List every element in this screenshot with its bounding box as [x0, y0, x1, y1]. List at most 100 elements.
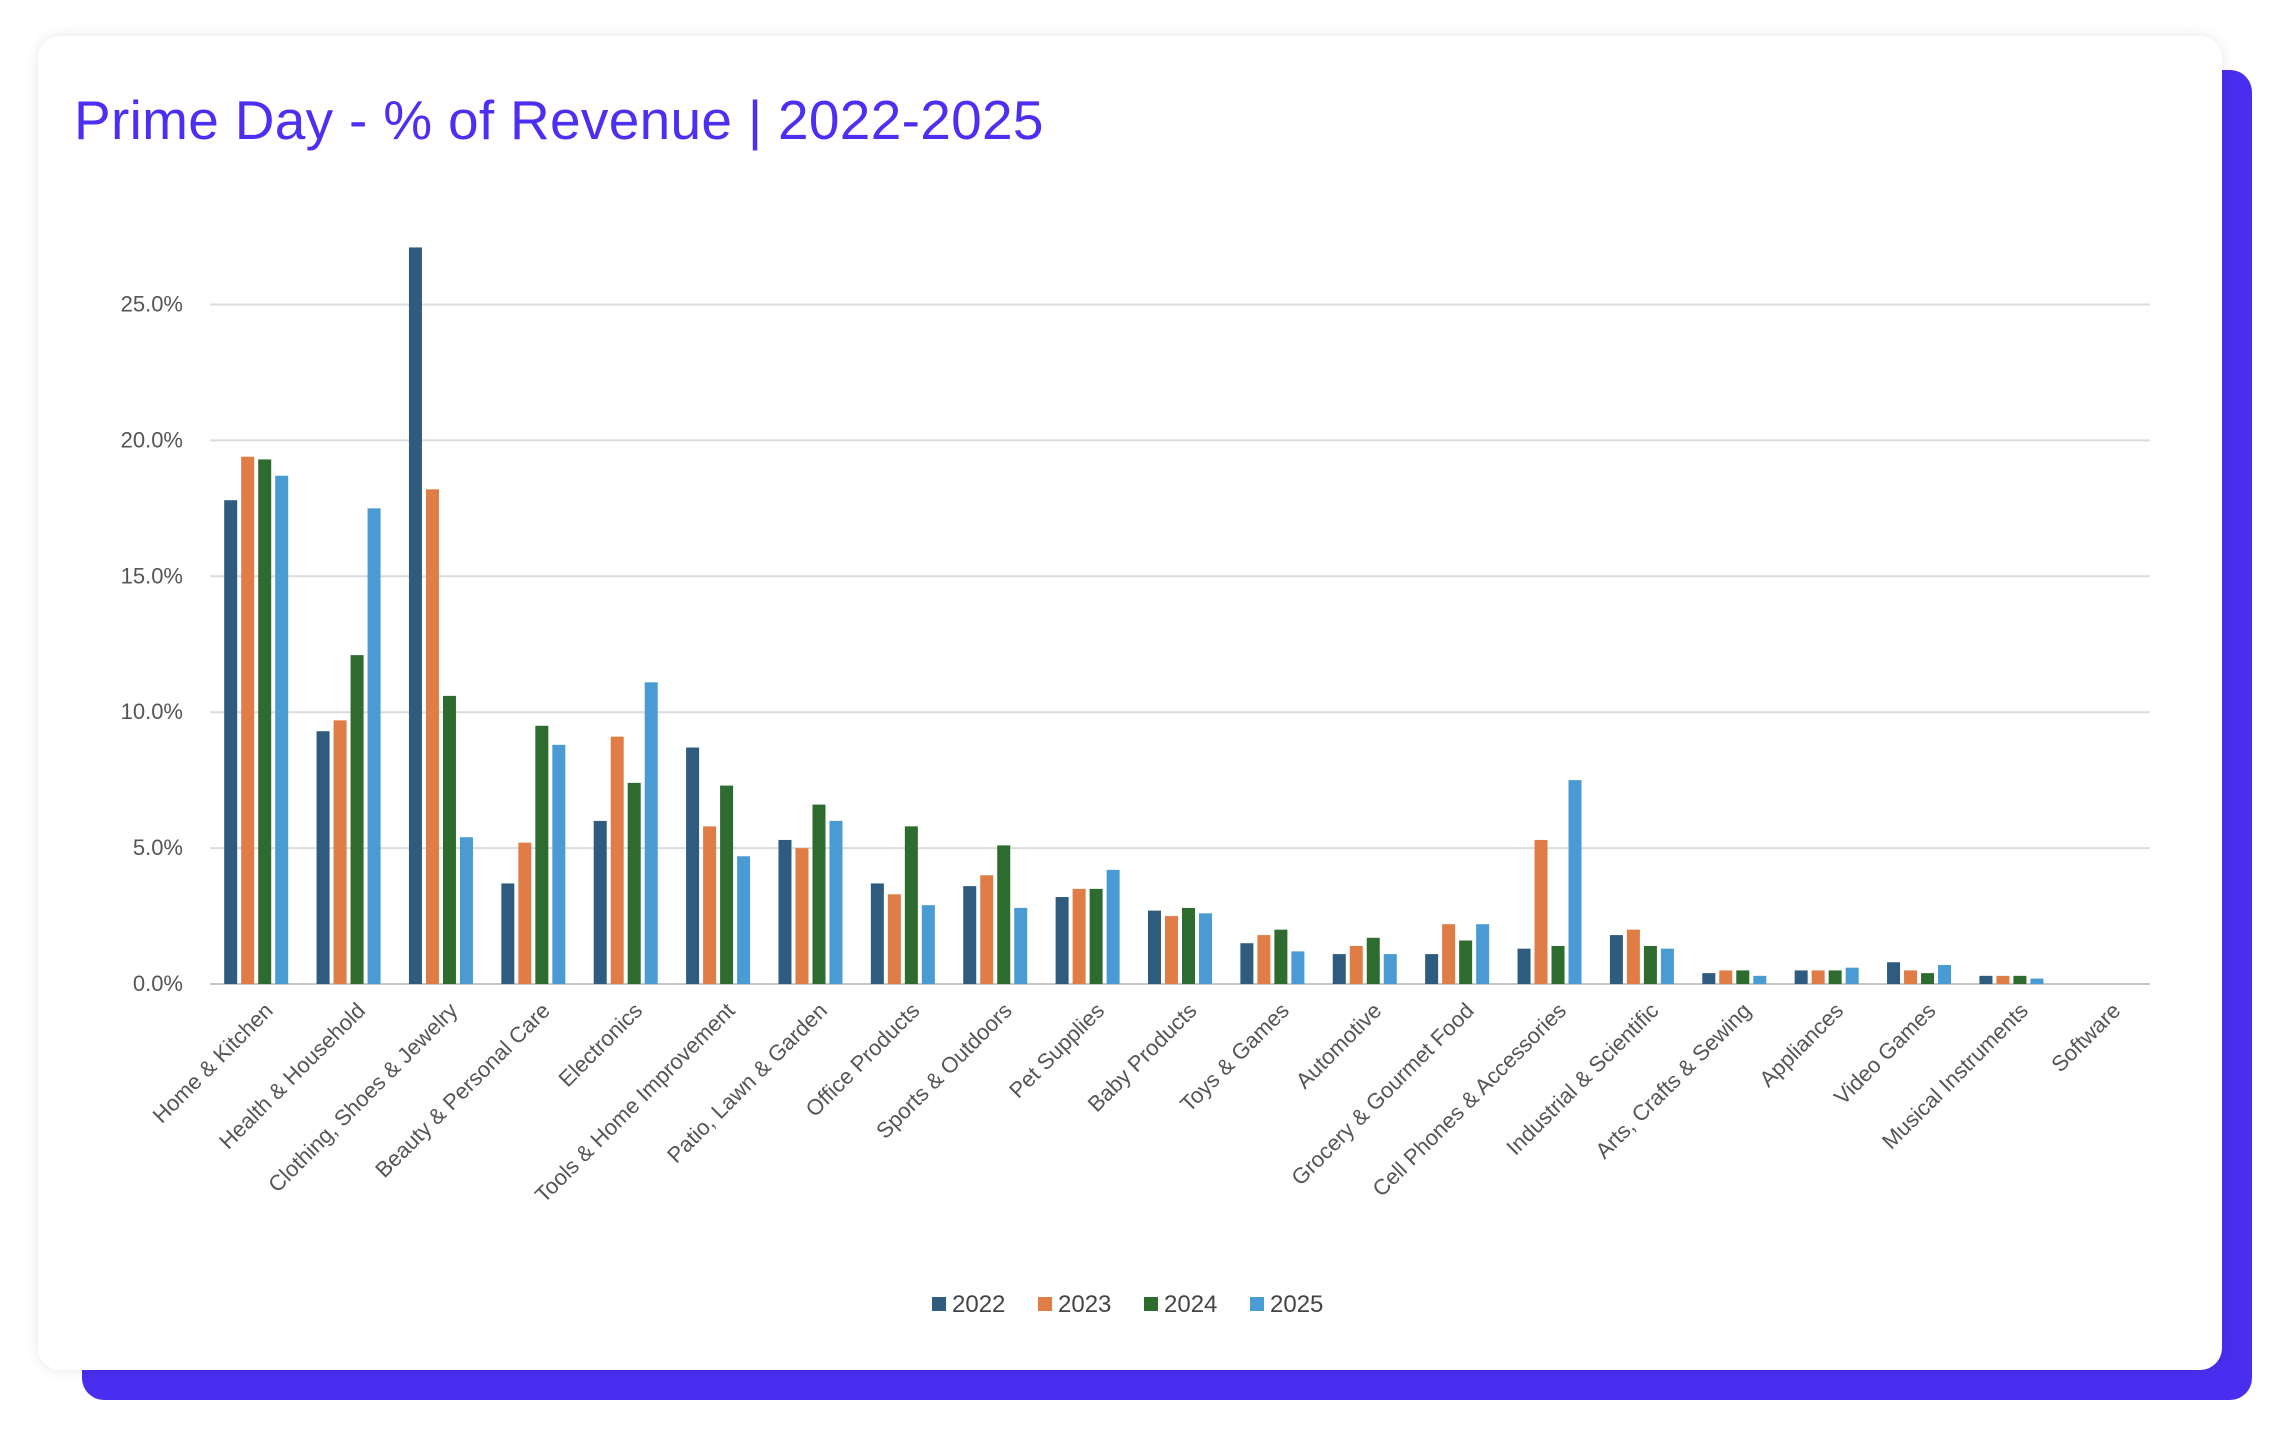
- bar-2023: [1534, 839, 1548, 984]
- bar-2025: [1291, 951, 1305, 984]
- bar-2025: [1106, 869, 1120, 984]
- legend-label-2022: 2022: [952, 1291, 1005, 1318]
- bar-2025: [1660, 948, 1674, 984]
- bar-2023: [425, 489, 439, 984]
- y-tick-label: 25.0%: [121, 292, 183, 317]
- bar-2023: [1904, 970, 1918, 984]
- bar-2023: [1072, 888, 1086, 984]
- y-tick-label: 10.0%: [121, 699, 183, 724]
- bar-2023: [333, 720, 347, 984]
- bar-2025: [1383, 954, 1397, 984]
- bar-2022: [501, 883, 515, 984]
- bar-2023: [1442, 924, 1456, 984]
- bar-2025: [921, 905, 935, 984]
- bar-2023: [1349, 945, 1363, 984]
- bar-2025: [644, 682, 658, 984]
- bar-2024: [904, 826, 918, 984]
- bar-2022: [224, 500, 238, 984]
- bar-2022: [1240, 943, 1254, 984]
- bar-2025: [1014, 907, 1028, 984]
- bar-2022: [963, 886, 977, 984]
- bar-2022: [593, 820, 607, 984]
- bar-2024: [1921, 973, 1935, 984]
- bar-2024: [442, 695, 456, 984]
- bar-2025: [1845, 967, 1859, 984]
- bar-2025: [737, 856, 751, 984]
- legend: 2022 2023 2024 2025: [932, 1291, 1323, 1318]
- bar-2022: [1609, 935, 1623, 984]
- bar-2022: [316, 731, 330, 984]
- y-tick-label: 15.0%: [121, 563, 183, 588]
- bar-2025: [1753, 975, 1767, 984]
- bar-2025: [367, 508, 381, 984]
- bar-2023: [1165, 916, 1178, 984]
- bar-2022: [1979, 975, 1993, 984]
- bar-2025: [829, 820, 843, 984]
- bar-2024: [1274, 929, 1288, 984]
- legend-swatch-2025: [1250, 1297, 1264, 1311]
- bar-2025: [459, 837, 473, 984]
- bar-2024: [1182, 907, 1195, 984]
- bar-2023: [1996, 975, 2010, 984]
- chart-title: Prime Day - % of Revenue | 2022-2025: [74, 89, 1044, 151]
- legend-label-2025: 2025: [1270, 1291, 1323, 1318]
- gridlines: [210, 303, 2150, 985]
- bar-2022: [1425, 954, 1439, 984]
- bar-2022: [870, 883, 884, 984]
- bar-2022: [1517, 948, 1531, 984]
- bar-2023: [703, 826, 717, 984]
- bar-2024: [1366, 937, 1380, 984]
- bar-2024: [627, 782, 641, 984]
- bar-2025: [275, 475, 289, 984]
- x-tick-label: Automotive: [1291, 998, 1387, 1094]
- bar-2024: [1736, 970, 1750, 984]
- bar-2023: [795, 848, 809, 984]
- x-tick-label: Electronics: [553, 998, 647, 1092]
- bar-2023: [1811, 970, 1825, 984]
- bar-2022: [1332, 954, 1346, 984]
- bar-2022: [1794, 970, 1808, 984]
- bar-2024: [720, 785, 734, 984]
- y-tick-label: 0.0%: [133, 971, 183, 996]
- bar-2023: [887, 894, 901, 984]
- x-tick-label: Clothing, Shoes & Jewelry: [263, 998, 462, 1197]
- chart-card: [38, 36, 2222, 1370]
- bar-2024: [1828, 970, 1842, 984]
- x-tick-label: Industrial & Scientific: [1501, 998, 1663, 1160]
- bar-2023: [1257, 935, 1271, 984]
- bar-2023: [980, 875, 994, 984]
- bar-2022: [1148, 910, 1161, 984]
- bar-2023: [1719, 970, 1733, 984]
- bar-2022: [778, 839, 792, 984]
- bar-2024: [1551, 945, 1565, 984]
- bar-2024: [1643, 945, 1657, 984]
- bar-2024: [2013, 975, 2027, 984]
- x-tick-label: Arts, Crafts & Sewing: [1590, 998, 1756, 1164]
- legend-label-2024: 2024: [1164, 1291, 1217, 1318]
- bar-2025: [552, 744, 566, 984]
- bar-2025: [1568, 780, 1582, 984]
- bar-2025: [1476, 924, 1490, 984]
- bar-2022: [686, 747, 700, 984]
- y-tick-label: 20.0%: [121, 427, 183, 452]
- bar-2025: [1199, 913, 1212, 984]
- bar-2023: [1626, 929, 1640, 984]
- bar-2022: [408, 247, 422, 984]
- bar-2024: [350, 655, 364, 984]
- bar-2023: [610, 736, 624, 984]
- legend-swatch-2024: [1144, 1297, 1158, 1311]
- x-tick-label: Appliances: [1754, 998, 1848, 1092]
- bar-2024: [535, 725, 549, 984]
- legend-swatch-2023: [1038, 1297, 1052, 1311]
- y-axis-ticks: 0.0% 5.0% 10.0% 15.0% 20.0% 25.0%: [121, 292, 183, 997]
- x-tick-label: Patio, Lawn & Garden: [662, 998, 832, 1168]
- bar-2022: [1055, 897, 1069, 984]
- bar-2023: [518, 842, 532, 984]
- x-tick-label: Cell Phones & Accessories: [1367, 998, 1571, 1202]
- x-tick-label: Grocery & Gourmet Food: [1286, 998, 1478, 1190]
- legend-swatch-2022: [932, 1297, 946, 1311]
- bar-2022: [1702, 973, 1716, 984]
- bar-2025: [2030, 978, 2044, 984]
